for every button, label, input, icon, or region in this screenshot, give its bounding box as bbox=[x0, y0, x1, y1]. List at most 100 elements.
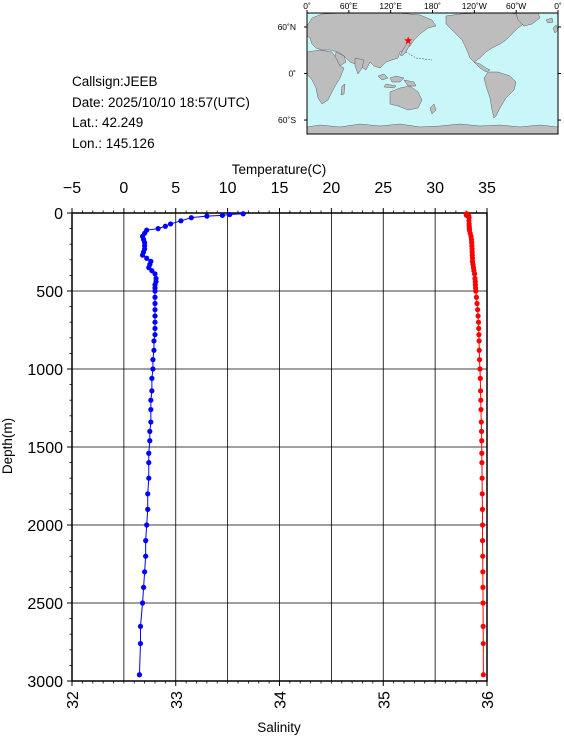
temperature-point bbox=[480, 584, 486, 591]
bottom-axis-label: Salinity bbox=[257, 720, 301, 735]
temperature-tick-label: 30 bbox=[426, 180, 444, 197]
salinity-point bbox=[137, 640, 144, 647]
map-lon-label: 120˚W bbox=[462, 1, 487, 11]
salinity-point bbox=[162, 223, 168, 229]
salinity-point bbox=[139, 600, 146, 606]
temperature-point bbox=[479, 460, 485, 466]
temperature-point bbox=[477, 388, 484, 394]
temperature-point bbox=[464, 211, 470, 217]
map-lon-label: 0˚ bbox=[554, 1, 562, 11]
salinity-point bbox=[178, 218, 184, 224]
salinity-tick-label: 35 bbox=[376, 691, 393, 709]
salinity-point bbox=[146, 460, 152, 466]
salinity-point bbox=[143, 553, 149, 559]
plot-frame bbox=[71, 212, 488, 682]
y-axis-label: Depth(m) bbox=[0, 418, 15, 474]
temperature-point bbox=[473, 294, 480, 300]
salinity-point bbox=[140, 584, 147, 591]
temperature-point bbox=[479, 506, 486, 512]
station-info: Callsign:JEEB Date: 2025/10/10 18:57(UTC… bbox=[72, 72, 250, 154]
salinity-point bbox=[152, 307, 158, 313]
temperature-point bbox=[479, 491, 485, 497]
salinity-point bbox=[219, 212, 226, 218]
temperature-point bbox=[469, 249, 475, 255]
temperature-point bbox=[467, 230, 473, 236]
date-text: Date: 2025/10/10 18:57(UTC) bbox=[72, 94, 250, 110]
salinity-point bbox=[240, 211, 246, 217]
temperature-point bbox=[476, 332, 482, 338]
temperature-tick-label: 20 bbox=[322, 180, 340, 197]
map-lon-label: 120˚E bbox=[379, 1, 402, 11]
temperature-point bbox=[474, 300, 480, 307]
temperature-point bbox=[469, 255, 476, 261]
longitude-text: Lon.: 145.126 bbox=[72, 135, 155, 151]
temperature-point bbox=[475, 319, 482, 325]
salinity-point bbox=[150, 366, 156, 372]
temperature-point bbox=[479, 438, 485, 444]
salinity-point bbox=[152, 300, 158, 307]
temperature-tick-label: −5 bbox=[63, 180, 81, 197]
salinity-point bbox=[148, 258, 154, 264]
temperature-line bbox=[465, 213, 484, 675]
depth-tick-label: 500 bbox=[36, 284, 63, 301]
salinity-point bbox=[144, 255, 150, 261]
temperature-point bbox=[466, 218, 472, 224]
temperature-point bbox=[476, 347, 482, 353]
temperature-point bbox=[466, 213, 472, 219]
temperature-point bbox=[468, 233, 474, 239]
temperature-point bbox=[463, 212, 470, 218]
salinity-point bbox=[142, 246, 148, 252]
temperature-point bbox=[466, 227, 473, 233]
depth-tick-label: 1500 bbox=[27, 440, 63, 457]
latitude-text: Lat.: 42.249 bbox=[72, 115, 144, 130]
temperature-point bbox=[473, 288, 479, 294]
salinity-point bbox=[155, 226, 161, 232]
salinity-tick-label: 32 bbox=[65, 691, 82, 709]
temperature-point bbox=[480, 553, 486, 559]
salinity-point bbox=[148, 406, 154, 413]
map-lat-label: 60˚S bbox=[278, 115, 296, 125]
salinity-point bbox=[136, 672, 143, 678]
temperature-point bbox=[475, 313, 481, 319]
depth-tick-label: 2500 bbox=[27, 596, 63, 613]
temperature-point bbox=[480, 569, 486, 575]
salinity-point bbox=[139, 233, 146, 239]
salinity-point bbox=[144, 227, 150, 233]
temperature-point bbox=[471, 268, 477, 274]
map-ticks bbox=[304, 10, 561, 121]
temperature-tick-label: 15 bbox=[271, 180, 289, 197]
salinity-point bbox=[145, 491, 151, 497]
salinity-point bbox=[146, 265, 152, 271]
temperature-point bbox=[479, 538, 486, 544]
salinity-point bbox=[151, 347, 157, 353]
temperature-point bbox=[466, 221, 472, 227]
chart-grid bbox=[71, 212, 488, 682]
salinity-point bbox=[188, 215, 194, 221]
salinity-point bbox=[142, 230, 148, 236]
salinity-point bbox=[152, 285, 158, 291]
map-land bbox=[306, 12, 559, 135]
salinity-point bbox=[148, 397, 154, 403]
temperature-point bbox=[476, 325, 482, 332]
salinity-point bbox=[204, 213, 210, 219]
salinity-point bbox=[147, 428, 153, 434]
temperature-point bbox=[479, 522, 486, 528]
depth-tick-label: 1000 bbox=[27, 362, 63, 379]
temperature-point bbox=[480, 600, 486, 606]
salinity-point bbox=[151, 338, 157, 344]
temperature-point bbox=[472, 275, 478, 282]
temperature-point bbox=[466, 226, 472, 232]
map-lon-label: 60˚E bbox=[340, 1, 358, 11]
salinity-point bbox=[142, 243, 148, 249]
salinity-point bbox=[148, 419, 154, 425]
temperature-point bbox=[478, 428, 485, 434]
temperature-tick-label: 10 bbox=[219, 180, 237, 197]
temperature-point bbox=[480, 623, 486, 630]
temperature-point bbox=[470, 261, 476, 268]
salinity-tick-label: 36 bbox=[480, 691, 497, 709]
salinity-point bbox=[152, 319, 158, 325]
temperature-point bbox=[480, 640, 486, 647]
salinity-point bbox=[147, 438, 153, 444]
salinity-point bbox=[146, 450, 152, 456]
map-lon-label: 60˚W bbox=[506, 1, 526, 11]
